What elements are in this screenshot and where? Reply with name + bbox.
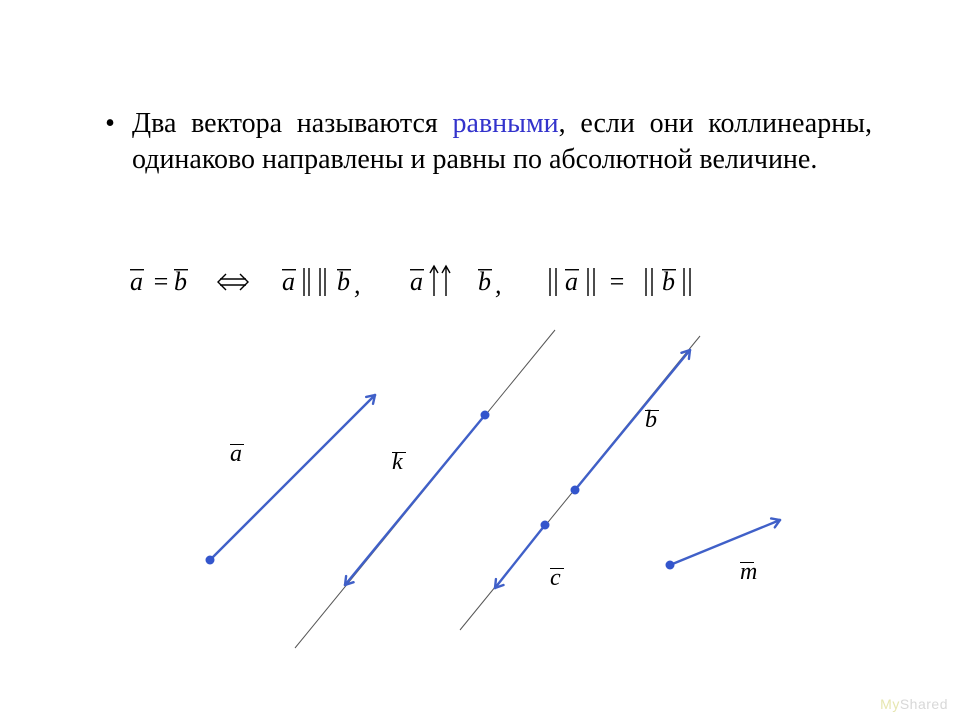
vector-c <box>495 525 545 588</box>
svg-text:=: = <box>608 267 626 296</box>
vector-label-m: m <box>740 562 757 586</box>
svg-text:,: , <box>354 270 361 299</box>
svg-text:b: b <box>337 267 350 296</box>
diagram-svg <box>180 340 820 660</box>
vector-label-k: k <box>392 452 406 476</box>
definition-before: Два вектора называются <box>132 108 453 139</box>
bullet-glyph: • <box>95 106 125 142</box>
watermark-my: My <box>880 696 900 712</box>
svg-text:a: a <box>410 267 423 296</box>
vector-dot-c <box>541 521 550 530</box>
vector-b <box>575 350 690 490</box>
vector-label-a: a <box>230 444 244 468</box>
vector-a <box>210 395 375 560</box>
vector-dot-m <box>666 561 675 570</box>
definition-keyword: равными <box>453 108 559 139</box>
vector-dot-k <box>481 411 490 420</box>
watermark: MyShared <box>880 696 948 712</box>
svg-text:a: a <box>282 267 295 296</box>
watermark-shared: Shared <box>900 696 948 712</box>
svg-text:a: a <box>565 267 578 296</box>
svg-text:b: b <box>478 267 491 296</box>
formula-row: a=bab,ab,a=b <box>120 248 740 308</box>
formula-svg: a=bab,ab,a=b <box>120 248 740 308</box>
vector-diagram: a k b c m <box>180 340 820 660</box>
svg-text:b: b <box>662 267 675 296</box>
definition-body: Два вектора называются равными, если они… <box>132 106 872 179</box>
svg-text:,: , <box>495 270 502 299</box>
vector-m <box>670 520 780 565</box>
vector-dot-b <box>571 486 580 495</box>
svg-text:a: a <box>130 267 143 296</box>
vector-k <box>345 415 485 585</box>
definition-text: • Два вектора называются равными, если о… <box>95 106 875 179</box>
vector-dot-a <box>206 556 215 565</box>
vector-label-c: c <box>550 568 564 592</box>
svg-text:=: = <box>152 267 170 296</box>
svg-text:b: b <box>174 267 187 296</box>
vector-label-b: b <box>645 410 659 434</box>
